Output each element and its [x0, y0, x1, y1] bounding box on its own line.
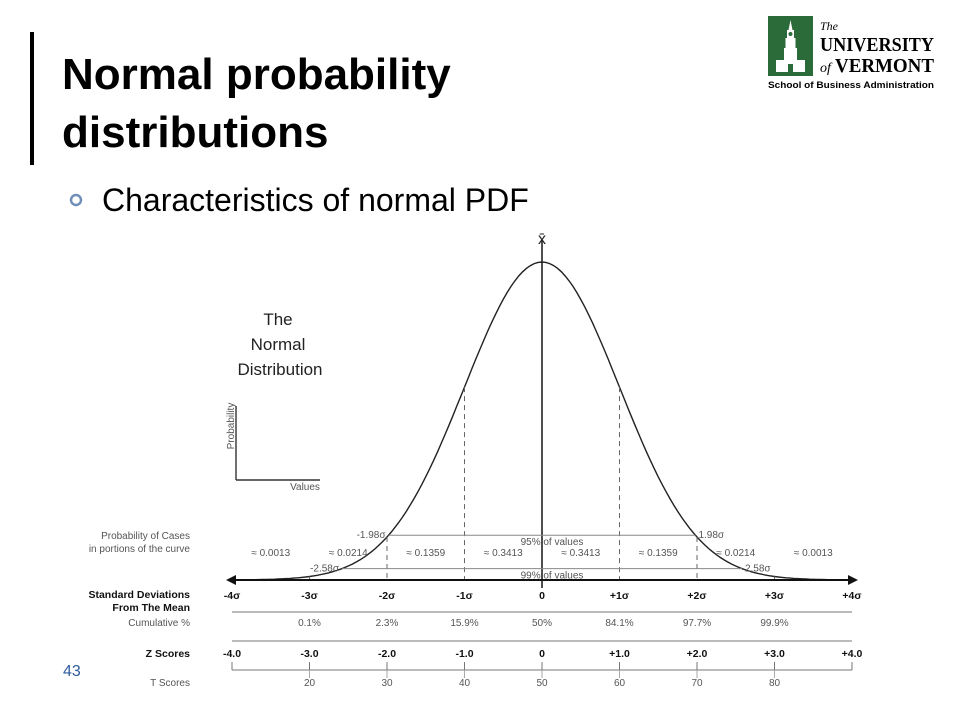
tick-z: +2.0 — [687, 648, 708, 660]
diagram-title-line-2: Normal — [251, 335, 306, 354]
probability-value: ≈ 0.1359 — [406, 548, 445, 559]
diagram-marks: x̄ -1.98σ 1.98σ 95% of values -2.58σ 2.58σ 99%… — [88, 231, 862, 689]
slide-title: Normal probability distributions — [62, 46, 702, 162]
title-accent-bar — [30, 32, 34, 165]
tick-sd: -2σ — [379, 590, 396, 602]
band-label: 99% of values — [521, 571, 584, 582]
row-label-sd-1: Standard Deviations — [88, 589, 190, 601]
axis-right-arrow — [848, 575, 858, 585]
bullet-text: Characteristics of normal PDF — [102, 182, 529, 218]
tick-z: 0 — [539, 648, 545, 660]
tick-cumulative: 2.3% — [376, 618, 399, 629]
axis-left-arrow — [226, 575, 236, 585]
row-label-cumulative: Cumulative % — [128, 618, 190, 629]
probability-caption-line-1: Probability of Cases — [101, 531, 190, 542]
inset-ylabel: Probability — [226, 403, 237, 450]
title-line-1: Normal probability — [62, 50, 451, 99]
ring-bullet-icon — [69, 193, 83, 207]
tick-t: 40 — [459, 678, 471, 689]
tick-t: 70 — [691, 678, 703, 689]
tick-t: 30 — [381, 678, 393, 689]
tick-z: +4.0 — [842, 648, 863, 660]
tick-t: 80 — [769, 678, 781, 689]
diagram-title: The Normal Distribution — [237, 310, 322, 379]
row-label-sd-2: From The Mean — [112, 602, 190, 614]
logo-vermont: VERMONT — [835, 55, 935, 77]
row-label-z: Z Scores — [146, 648, 191, 660]
tick-z: -2.0 — [378, 648, 396, 660]
tick-cumulative: 50% — [532, 618, 552, 629]
probability-value: ≈ 0.0013 — [251, 548, 290, 559]
probability-value: ≈ 0.3413 — [484, 548, 523, 559]
tick-z: -4.0 — [223, 648, 241, 660]
tick-cumulative: 97.7% — [683, 618, 711, 629]
row-label-t: T Scores — [150, 678, 190, 689]
tick-sd: +3σ — [765, 590, 784, 602]
tick-t: 60 — [614, 678, 626, 689]
band-left-label: -1.98σ — [357, 530, 387, 541]
tick-sd: -4σ — [224, 590, 241, 602]
band-left-label: -2.58σ — [310, 564, 340, 575]
probability-value: ≈ 0.0214 — [329, 548, 368, 559]
logo-of: of — [820, 61, 833, 76]
clock-tower-icon — [776, 20, 805, 72]
tick-t: 50 — [536, 678, 548, 689]
tick-cumulative: 99.9% — [760, 618, 788, 629]
logo-school: School of Business Administration — [768, 80, 934, 91]
tick-sd: +4σ — [842, 590, 861, 602]
diagram-title-line-1: The — [263, 310, 292, 329]
band-label: 95% of values — [521, 537, 584, 548]
tick-sd: +2σ — [687, 590, 706, 602]
probability-value: ≈ 0.3413 — [561, 548, 600, 559]
probability-caption-line-2: in portions of the curve — [89, 544, 191, 555]
band-right-label: 1.98σ — [698, 530, 724, 541]
page-number: 43 — [63, 663, 81, 680]
probability-value: ≈ 0.0214 — [716, 548, 755, 559]
tick-sd: -1σ — [456, 590, 473, 602]
band-right-label: 2.58σ — [745, 564, 771, 575]
tick-cumulative: 0.1% — [298, 618, 321, 629]
tick-z: +1.0 — [609, 648, 630, 660]
university-logo: The UNIVERSITY of VERMONT School of Busi… — [768, 16, 935, 91]
logo-the: The — [820, 19, 839, 33]
inset-xlabel: Values — [290, 482, 320, 493]
probability-value: ≈ 0.1359 — [639, 548, 678, 559]
logo-university: UNIVERSITY — [820, 34, 934, 56]
tick-cumulative: 84.1% — [605, 618, 633, 629]
tick-t: 20 — [304, 678, 316, 689]
tick-sd: 0 — [539, 590, 545, 602]
tick-z: -1.0 — [455, 648, 473, 660]
tick-z: +3.0 — [764, 648, 785, 660]
mean-label: x̄ — [538, 231, 546, 248]
tick-sd: +1σ — [610, 590, 629, 602]
probability-value: ≈ 0.0013 — [794, 548, 833, 559]
diagram-title-line-3: Distribution — [237, 360, 322, 379]
title-line-2: distributions — [62, 108, 329, 157]
tick-sd: -3σ — [301, 590, 318, 602]
inset-graph: Probability Values — [226, 403, 320, 493]
tick-cumulative: 15.9% — [450, 618, 478, 629]
tick-z: -3.0 — [300, 648, 318, 660]
